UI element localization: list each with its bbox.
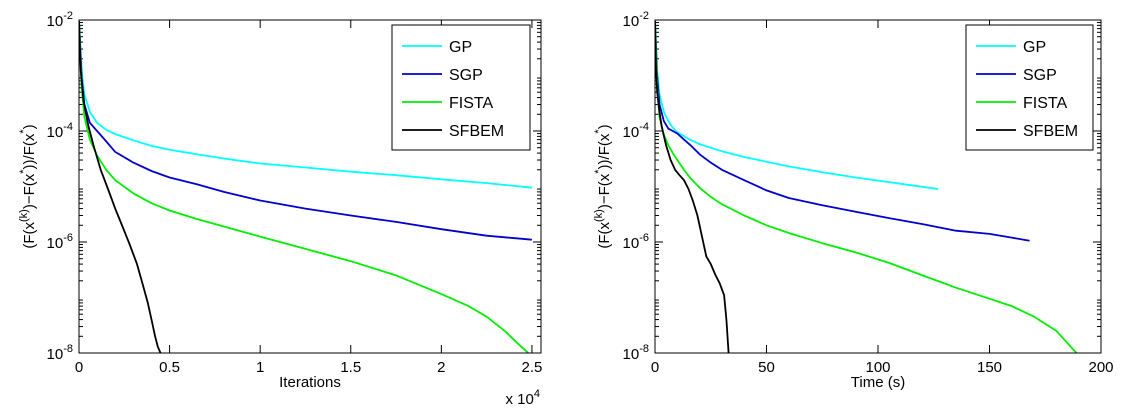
- superscript: -8: [639, 343, 649, 355]
- x-tick-label: 2.5: [522, 359, 543, 376]
- superscript: *: [593, 129, 605, 134]
- y-tick-label: 10-6: [47, 232, 73, 252]
- text-part: 10: [47, 235, 64, 252]
- axes-box: [654, 19, 1102, 354]
- series-line-gp: [655, 21, 939, 190]
- x-tick-label: 1: [256, 359, 264, 376]
- series-group: [655, 21, 1078, 353]
- x-tick-label: 0.5: [159, 359, 180, 376]
- text-part: ))/F(x: [596, 133, 613, 169]
- text-part: ))/F(x: [21, 133, 38, 169]
- x-tick-label: 0: [651, 359, 659, 376]
- text-part: 10: [623, 346, 640, 363]
- y-axis-label-group: (F(x(k))−F(x*))/F(x*): [593, 124, 613, 248]
- x-tick-label: 2: [437, 359, 445, 376]
- series-line-sfbem: [79, 21, 162, 353]
- text-part: (F(x: [596, 221, 613, 248]
- superscript: -4: [639, 121, 649, 133]
- y-axis-label: (F(x(k))−F(x*))/F(x*): [593, 124, 613, 248]
- x-axis-label: Iterations: [279, 374, 341, 391]
- legend-label-fista: FISTA: [1023, 95, 1067, 112]
- superscript: *: [18, 169, 30, 174]
- superscript: (k): [18, 209, 30, 222]
- legend-label-sgp: SGP: [1023, 67, 1057, 84]
- y-tick-label: 10-8: [623, 343, 649, 363]
- superscript: 4: [534, 388, 540, 400]
- text-part: 10: [623, 13, 640, 30]
- text-part: 10: [47, 124, 64, 141]
- text-part: 10: [47, 346, 64, 363]
- x-tick-label: 100: [865, 359, 890, 376]
- chart-panel-2: 10-810-610-410-20 50 100 150 200GPSGPFISTASF…: [593, 10, 1114, 391]
- x-tick-label: 200: [1088, 359, 1113, 376]
- legend-label-gp: GP: [449, 39, 472, 56]
- x-tick-label: 150: [977, 359, 1002, 376]
- x-axis-label: Time (s): [851, 374, 905, 391]
- text-part: (F(x: [21, 221, 38, 248]
- x-tick-label: 1.5: [340, 359, 361, 376]
- superscript: -2: [639, 10, 649, 22]
- y-tick-label: 10-4: [623, 121, 649, 141]
- legend-label-gp: GP: [1023, 39, 1046, 56]
- legend-label-sfbem: SFBEM: [1023, 123, 1078, 140]
- y-tick-label: 10-6: [623, 232, 649, 252]
- legend-label-sgp: SGP: [449, 67, 483, 84]
- series-line-sfbem: [655, 21, 730, 353]
- y-axis-label: (F(x(k))−F(x*))/F(x*): [18, 124, 38, 248]
- chart-panel-1: 10-810-610-410-20 0.5 1 1.5 2 2.5GPSGPFISTASF…: [18, 10, 542, 408]
- text-part: )−F(x: [21, 173, 38, 209]
- y-tick-label: 10-8: [47, 343, 73, 363]
- text-part: 10: [623, 124, 640, 141]
- x-multiplier-label: x 104: [506, 388, 540, 408]
- superscript: -2: [63, 10, 73, 22]
- axes-box: [78, 19, 542, 354]
- y-tick-label: 10-2: [47, 10, 73, 30]
- y-tick-label: 10-2: [623, 10, 649, 30]
- text-part: 10: [623, 235, 640, 252]
- superscript: *: [593, 169, 605, 174]
- superscript: *: [18, 129, 30, 134]
- legend-label-fista: FISTA: [449, 95, 493, 112]
- superscript: -4: [63, 121, 73, 133]
- series-line-fista: [655, 21, 1078, 353]
- superscript: -6: [63, 232, 73, 244]
- text-part: ): [21, 124, 38, 129]
- legend-label-sfbem: SFBEM: [449, 123, 504, 140]
- series-group: [79, 21, 532, 353]
- series-line-gp: [79, 21, 532, 189]
- x-tick-label: 0: [75, 359, 83, 376]
- text-part: ): [596, 124, 613, 129]
- series-line-sgp: [79, 21, 532, 241]
- legend: GP SGP FISTA SFBEM: [391, 24, 531, 151]
- text-part: x 10: [506, 391, 534, 408]
- text-part: 10: [47, 13, 64, 30]
- superscript: -6: [639, 232, 649, 244]
- superscript: -8: [63, 343, 73, 355]
- y-tick-label: 10-4: [47, 121, 73, 141]
- text-part: )−F(x: [596, 173, 613, 209]
- y-axis-label-group: (F(x(k))−F(x*))/F(x*): [18, 124, 38, 248]
- x-tick-label: 50: [758, 359, 775, 376]
- series-line-sgp: [655, 21, 1030, 242]
- superscript: (k): [593, 209, 605, 222]
- legend: GP SGP FISTA SFBEM: [965, 24, 1094, 151]
